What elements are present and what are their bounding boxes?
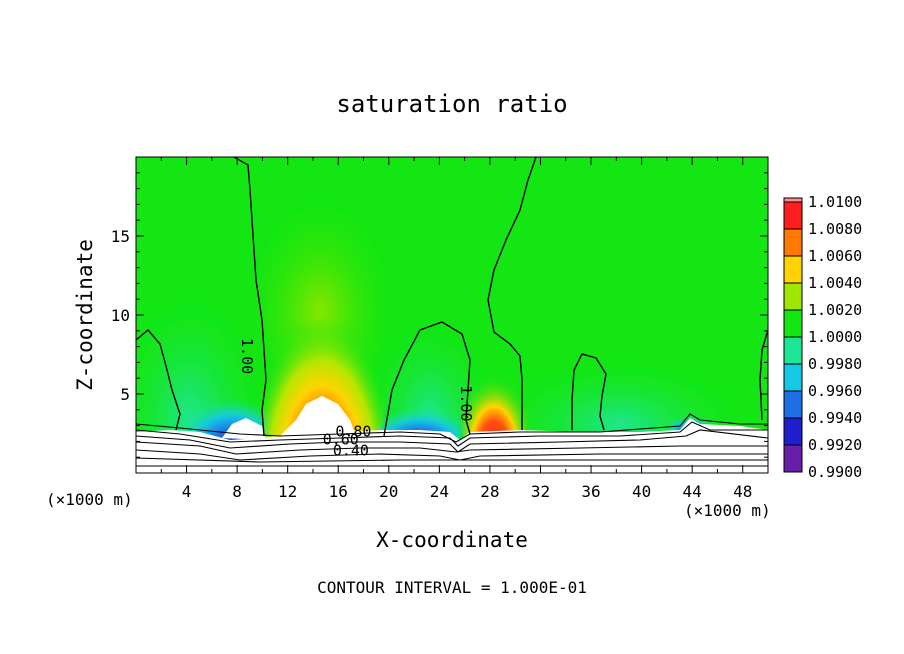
contour-1-00-f: [759, 329, 768, 421]
x-axis-label: X-coordinate: [376, 528, 528, 552]
colorbar-label: 0.9920: [808, 436, 862, 454]
colorbar-label: 0.9940: [808, 409, 862, 427]
colorbar-swatch: [784, 364, 802, 391]
contour-1-00-a: [233, 157, 267, 437]
colorbar-label: 1.0100: [808, 193, 862, 211]
x-tick-label: 20: [379, 482, 398, 501]
colorbar-label: 1.0060: [808, 247, 862, 265]
field-white-core-main: [280, 396, 356, 436]
x-tick-label: 36: [581, 482, 600, 501]
colorbar-label: 1.0020: [808, 301, 862, 319]
colorbar-swatch: [784, 283, 802, 310]
x-tick-label: 12: [278, 482, 297, 501]
x-unit-right: (×1000 m): [684, 501, 771, 520]
colorbar-swatch: [784, 418, 802, 445]
contour-label: 1.00: [457, 385, 475, 421]
chart-title: saturation ratio: [336, 90, 567, 118]
colorbar-label: 0.9980: [808, 355, 862, 373]
x-unit-left: (×1000 m): [46, 490, 133, 509]
colorbar-label: 1.0040: [808, 274, 862, 292]
x-tick-label: 24: [430, 482, 449, 501]
y-axis: 5 10 15: [111, 172, 768, 458]
x-tick-label: 40: [632, 482, 651, 501]
heatmap-field: 1.00 1.00 0.800.600.40: [136, 157, 768, 473]
colorbar-swatch: [784, 256, 802, 283]
y-tick-label: 10: [111, 306, 130, 325]
x-tick-label: 8: [232, 482, 242, 501]
colorbar-label: 1.0080: [808, 220, 862, 238]
x-tick-label: 44: [683, 482, 702, 501]
y-axis-label: Z-coordinate: [73, 239, 97, 391]
contour-label: 1.00: [238, 338, 256, 374]
colorbar-swatch: [784, 391, 802, 418]
x-tick-label: 28: [480, 482, 499, 501]
colorbar-label: 0.9960: [808, 382, 862, 400]
contour-label: 0.80: [335, 423, 371, 441]
colorbar-swatch: [784, 445, 802, 472]
colorbar-swatch: [784, 202, 802, 229]
contour-interval-note: CONTOUR INTERVAL = 1.000E-01: [317, 578, 587, 597]
contour-1-00-b: [136, 329, 181, 431]
x-tick-label: 48: [733, 482, 752, 501]
contour-labels: 1.00 1.00 0.800.600.40: [238, 338, 475, 460]
x-tick-label: 4: [182, 482, 192, 501]
colorbar-label: 0.9900: [808, 463, 862, 481]
contour-1-00-e: [571, 353, 607, 431]
contour-1-00-c: [383, 321, 471, 437]
contour-stack: [136, 413, 768, 467]
y-tick-label: 5: [120, 385, 130, 404]
contour-label: 0.60: [323, 431, 359, 449]
x-axis: 4 8 12 16 20 24 28 32 36 40 44 48: [160, 157, 752, 501]
colorbar-swatch: [784, 229, 802, 256]
x-tick-label: 32: [531, 482, 550, 501]
contour-1-00-d: [487, 157, 537, 430]
colorbar-label: 1.0000: [808, 328, 862, 346]
colorbar-swatch: [784, 337, 802, 364]
colorbar-swatch: [784, 310, 802, 337]
colorbar-swatch-top: [784, 198, 802, 202]
contour-label: 0.40: [333, 442, 369, 460]
colorbar: 0.9900 0.9920 0.9940 0.9960 0.9980 1.0000 1.00…: [783, 193, 862, 481]
field-bump-main: [260, 265, 384, 473]
y-tick-label: 15: [111, 227, 130, 246]
x-tick-label: 16: [329, 482, 348, 501]
